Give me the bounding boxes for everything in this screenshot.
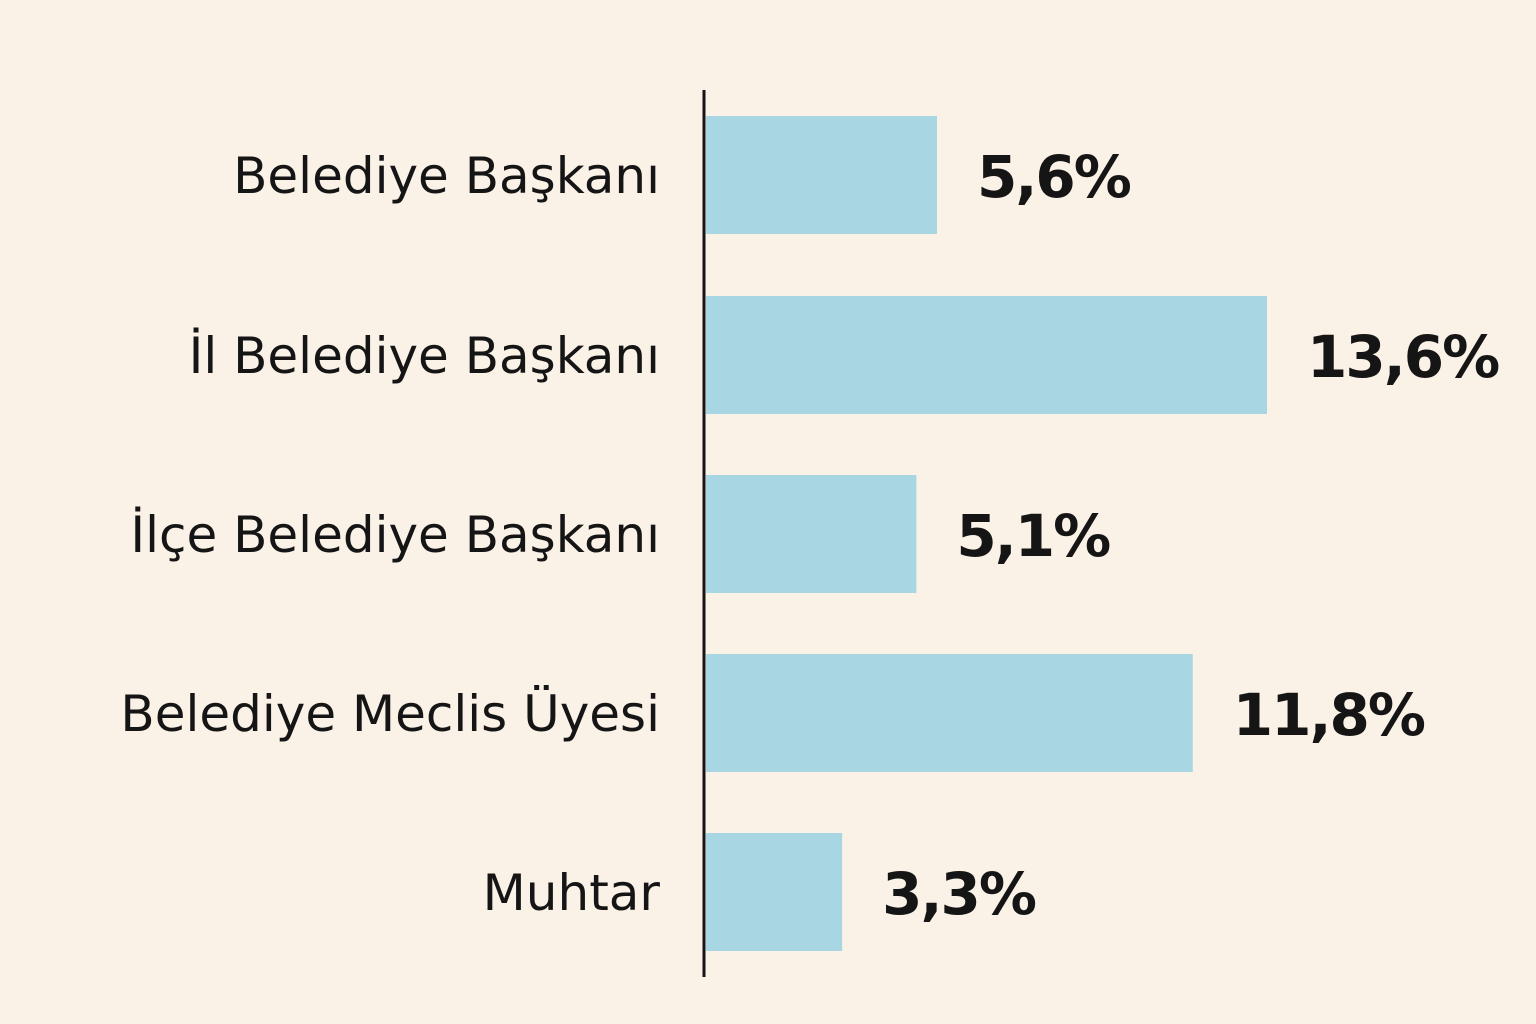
category-label: Belediye Başkanı: [233, 147, 660, 205]
bar: [706, 833, 843, 951]
data-label: 3,3%: [882, 860, 1036, 928]
category-label: Belediye Meclis Üyesi: [120, 685, 660, 743]
bar: [706, 654, 1193, 772]
data-label: 5,1%: [956, 502, 1110, 570]
bar: [706, 475, 917, 593]
category-label: İl Belediye Başkanı: [189, 327, 660, 385]
category-label: İlçe Belediye Başkanı: [130, 506, 660, 564]
data-label: 11,8%: [1233, 681, 1425, 749]
bar: [706, 296, 1267, 414]
data-label: 5,6%: [977, 143, 1131, 211]
bar: [706, 116, 937, 234]
data-label: 13,6%: [1307, 323, 1499, 391]
category-label: Muhtar: [483, 864, 661, 922]
